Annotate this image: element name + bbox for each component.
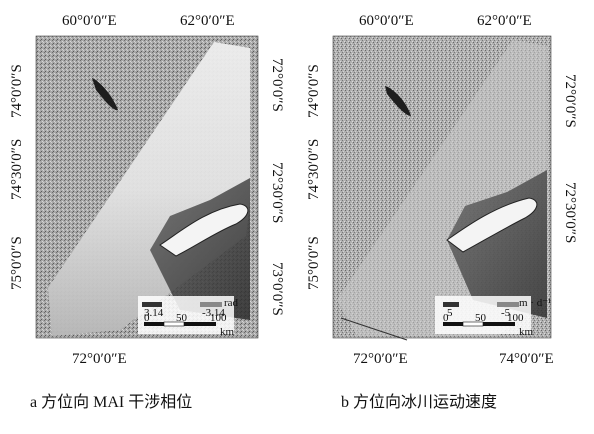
left-label-1: 74°0′0″S bbox=[9, 64, 25, 118]
legend-swatch-max bbox=[200, 302, 222, 307]
legend-swatch-min bbox=[443, 302, 459, 307]
legend-unit: rad bbox=[224, 297, 239, 309]
right-label-1: 72°0′0″S bbox=[269, 58, 285, 112]
top-label-1: 60°0′0″E bbox=[62, 13, 117, 29]
scale-tick-100: 100 bbox=[210, 312, 227, 324]
bottom-label-1: 72°0′0″E bbox=[353, 351, 408, 367]
caption-a: a 方位向 MAI 干涉相位 bbox=[30, 394, 193, 411]
left-label-1: 74°0′0″S bbox=[306, 64, 322, 118]
scale-tick-0: 0 bbox=[443, 312, 449, 324]
right-label-2: 72°30′0″S bbox=[269, 162, 285, 224]
scale-tick-50: 50 bbox=[176, 312, 187, 324]
top-label-2: 62°0′0″E bbox=[180, 13, 235, 29]
legend-min: 5 bbox=[447, 307, 453, 319]
top-label-2: 62°0′0″E bbox=[477, 13, 532, 29]
right-label-3: 73°0′0″S bbox=[269, 262, 285, 316]
scale-unit: km bbox=[220, 326, 235, 338]
left-label-3: 75°0′0″S bbox=[306, 236, 322, 290]
panel-b-map-image bbox=[332, 35, 552, 341]
legend-min: 3.14 bbox=[144, 307, 164, 319]
legend-swatch-max bbox=[497, 302, 519, 307]
right-label-2: 72°30′0″S bbox=[562, 182, 578, 244]
legend-unit: m · d⁻¹ bbox=[519, 297, 552, 309]
scale-unit: km bbox=[519, 326, 534, 338]
top-label-1: 60°0′0″E bbox=[359, 13, 414, 29]
right-label-1: 72°0′0″S bbox=[562, 74, 578, 128]
legend-max: -5 bbox=[501, 307, 511, 319]
bottom-label-2: 74°0′0″E bbox=[499, 351, 554, 367]
legend-max: -3.14 bbox=[202, 307, 225, 319]
left-label-3: 75°0′0″S bbox=[9, 236, 25, 290]
legend-swatch-min bbox=[142, 302, 162, 307]
panel-b-glacier-velocity: 60°0′0″E 62°0′0″E 72°0′0″E 74°0′0″E 74°0… bbox=[297, 0, 594, 434]
caption-b: b 方位向冰川运动速度 bbox=[341, 394, 498, 411]
left-label-2: 74°30′0″S bbox=[9, 138, 25, 200]
panel-a-map-image bbox=[35, 35, 259, 339]
panel-a-mai-phase: 60°0′0″E 62°0′0″E 72°0′0″E 74°0′0″S 74°3… bbox=[9, 13, 285, 412]
scale-tick-50: 50 bbox=[475, 312, 486, 324]
scale-tick-100: 100 bbox=[507, 312, 524, 324]
left-label-2: 74°30′0″S bbox=[306, 138, 322, 200]
bottom-label-1: 72°0′0″E bbox=[72, 351, 127, 367]
scale-tick-0: 0 bbox=[144, 312, 150, 324]
